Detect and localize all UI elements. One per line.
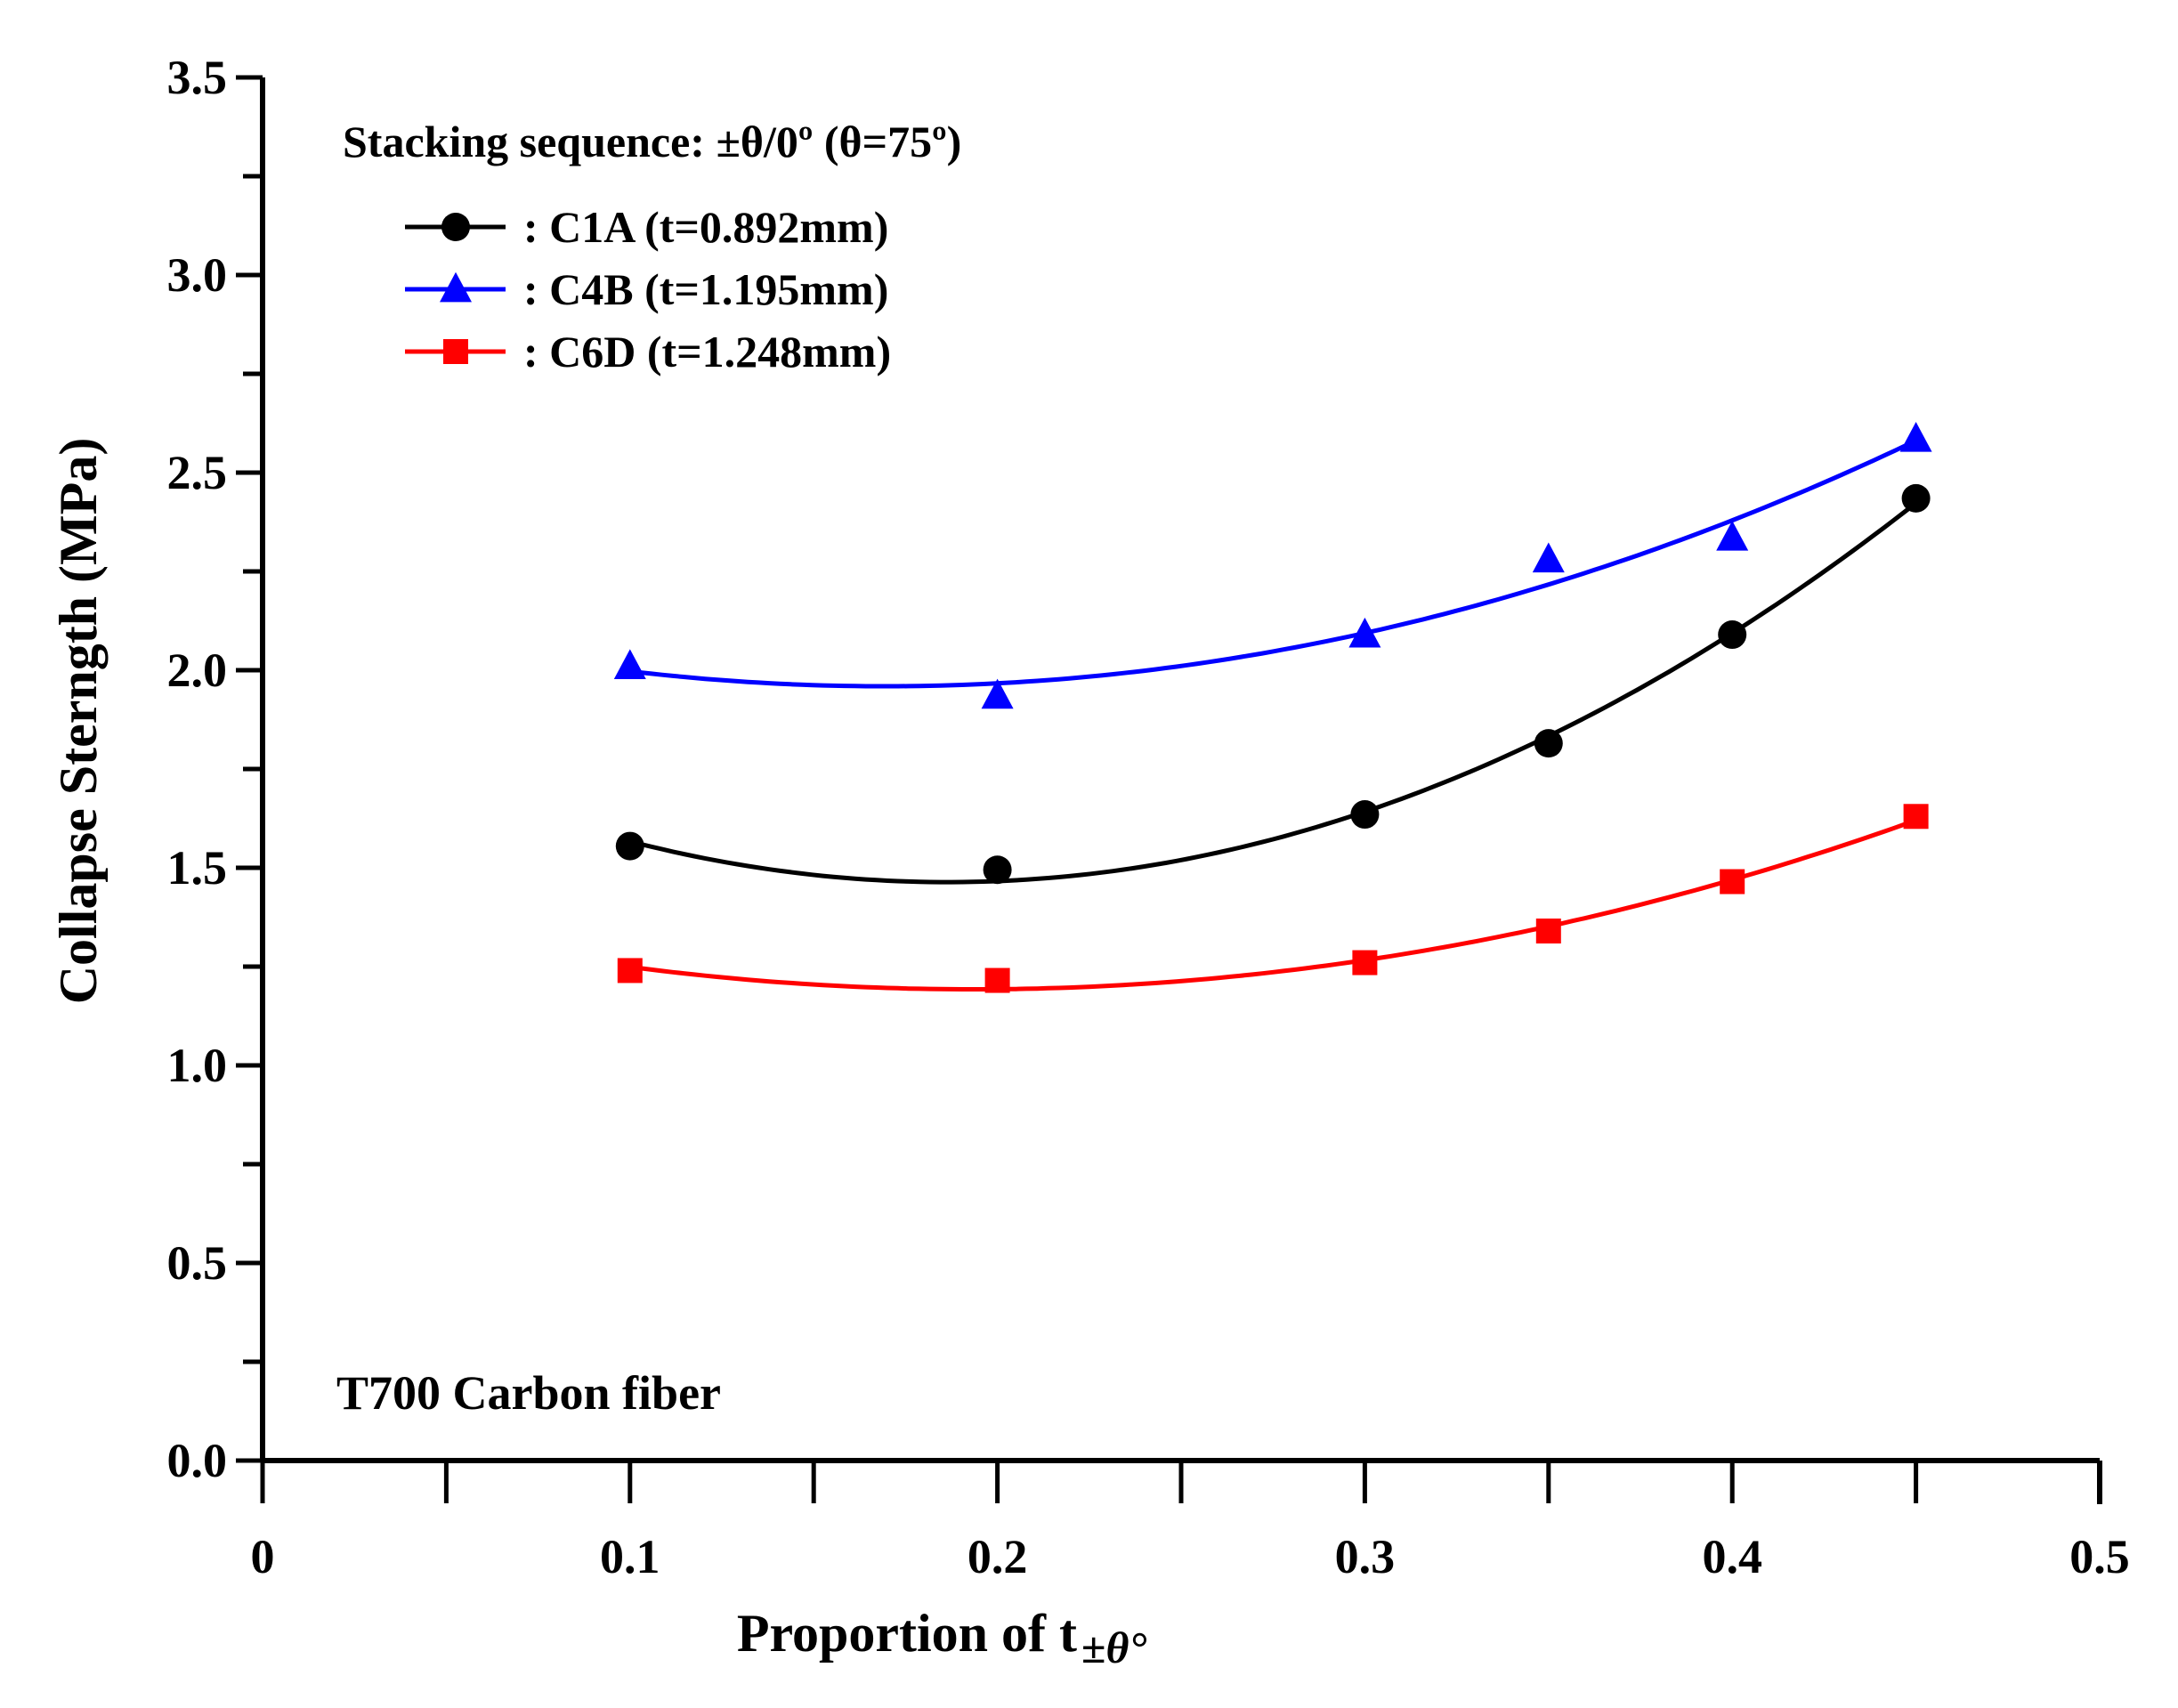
axis-ticks bbox=[236, 75, 2102, 1503]
data-point bbox=[1901, 483, 1931, 513]
x-tick-label: 0.2 bbox=[968, 1530, 1028, 1583]
legend-item-2: : C4B (t=1.195mm) bbox=[405, 264, 888, 314]
series-layer bbox=[613, 422, 1932, 993]
y-tick-label: 0.5 bbox=[167, 1236, 228, 1290]
y-tick-label: 3.0 bbox=[167, 248, 228, 302]
y-tick-label: 1.0 bbox=[167, 1039, 228, 1092]
y-tick-label: 2.5 bbox=[167, 446, 228, 499]
y-tick-label: 2.0 bbox=[167, 644, 228, 697]
data-point bbox=[615, 831, 644, 861]
series-1 bbox=[615, 483, 1931, 885]
y-tick-label: 3.5 bbox=[167, 51, 228, 104]
legend-label: : C4B (t=1.195mm) bbox=[523, 264, 888, 314]
data-point bbox=[1350, 800, 1380, 830]
material-annotation: T700 Carbon fiber bbox=[336, 1366, 721, 1420]
data-point bbox=[984, 967, 1010, 993]
data-point bbox=[1718, 620, 1747, 650]
series-fit-line bbox=[629, 438, 1917, 689]
data-point bbox=[1720, 869, 1745, 894]
data-point bbox=[981, 678, 1014, 709]
data-point bbox=[617, 958, 643, 984]
y-axis-title: Collapse Sterngth (MPa) bbox=[49, 438, 108, 1005]
legend-marker bbox=[440, 271, 472, 303]
series-3 bbox=[617, 804, 1929, 993]
data-point bbox=[1535, 919, 1561, 944]
legend-label: : C1A (t=0.892mm) bbox=[523, 202, 888, 252]
series-fit-line bbox=[629, 501, 1918, 885]
legend-marker bbox=[441, 213, 470, 241]
x-tick-label: 0.3 bbox=[1335, 1530, 1396, 1583]
data-point bbox=[1352, 950, 1378, 975]
x-tick-label: 0.1 bbox=[600, 1530, 660, 1583]
x-tick-label: 0.4 bbox=[1702, 1530, 1762, 1583]
legend-marker bbox=[443, 339, 468, 364]
x-axis-title-subscript: ±θ° bbox=[1081, 1623, 1146, 1672]
legend-item-1: : C1A (t=0.892mm) bbox=[405, 202, 888, 252]
x-tick-label: 0.5 bbox=[2069, 1530, 2130, 1583]
data-point bbox=[1899, 422, 1932, 452]
legend: : C1A (t=0.892mm) : C4B (t=1.195mm) : C6D … bbox=[405, 202, 891, 376]
data-point bbox=[1716, 521, 1749, 551]
legend-item-3: : C6D (t=1.248mm) bbox=[405, 327, 891, 376]
data-point bbox=[1532, 542, 1565, 573]
tick-labels: 0.0 0.5 1.0 1.5 2.0 2.5 3.0 3.5 0 0.1 0.2 0.3 0.4 0.5 bbox=[167, 51, 2130, 1583]
x-axis-title: Proportion of t bbox=[737, 1604, 1077, 1663]
y-tick-label: 0.0 bbox=[167, 1434, 228, 1487]
series-2 bbox=[613, 422, 1932, 709]
y-tick-label: 1.5 bbox=[167, 841, 228, 894]
data-point bbox=[1903, 804, 1929, 830]
data-point bbox=[1348, 617, 1381, 648]
legend-heading: Stacking sequence: ±θ/0º (θ=75º) bbox=[343, 117, 961, 166]
legend-label: : C6D (t=1.248mm) bbox=[523, 327, 891, 376]
data-point bbox=[613, 649, 646, 679]
x-tick-label: 0 bbox=[251, 1530, 275, 1583]
data-point bbox=[983, 855, 1012, 885]
series-fit-line bbox=[629, 818, 1917, 992]
data-point bbox=[1534, 729, 1563, 758]
